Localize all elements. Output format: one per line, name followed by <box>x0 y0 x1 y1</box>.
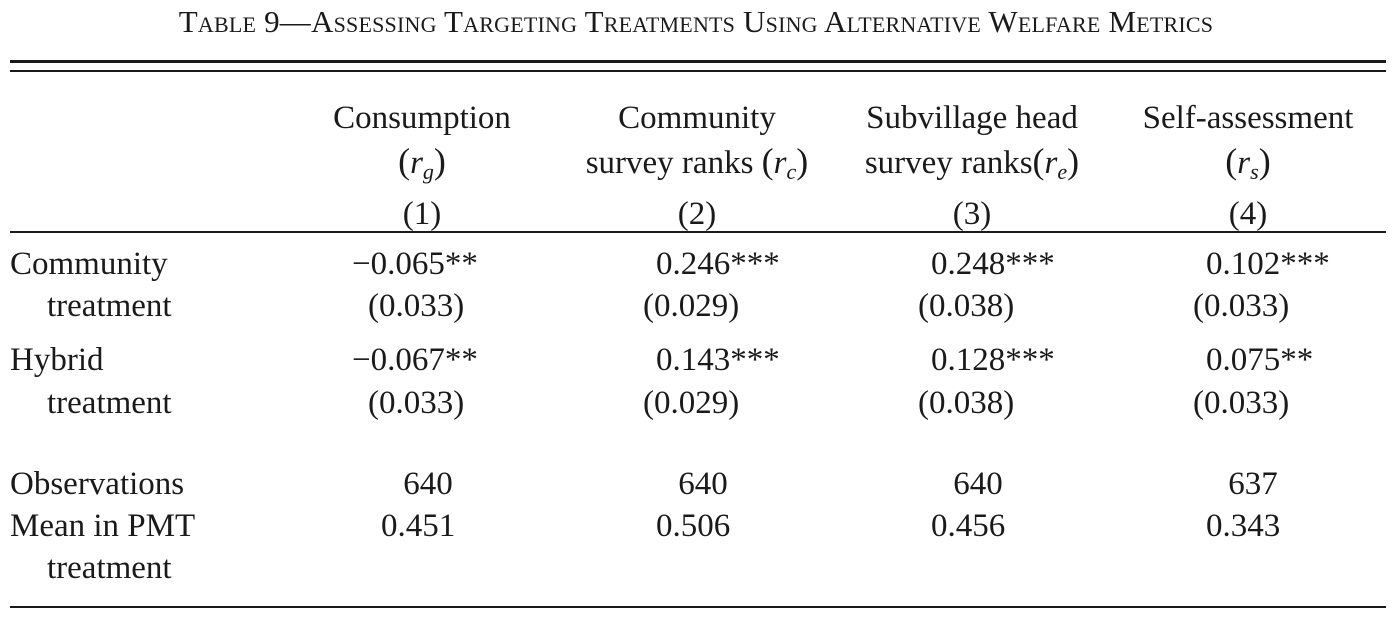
se-community-4: (0.033) <box>1193 288 1290 324</box>
observations-2: 640 <box>678 466 728 502</box>
column-header-line2: survey ranks (rc) <box>585 141 809 184</box>
row-label-observations: Observations <box>10 466 185 502</box>
coef-hybrid-4: 0.075** <box>1206 342 1314 378</box>
se-hybrid-2: (0.029) <box>643 385 740 421</box>
coef-community-2: 0.246*** <box>656 246 780 282</box>
se-hybrid-3: (0.038) <box>918 385 1015 421</box>
column-header-community-survey: Community survey ranks (rc) (2) <box>567 97 827 236</box>
column-header-line1: Subvillage head <box>866 100 1078 136</box>
column-header-line2: (rg) <box>398 141 446 184</box>
observations-1: 640 <box>403 466 453 502</box>
mean-pmt-4: 0.343 <box>1206 508 1281 544</box>
row-label-community: Community <box>10 246 168 282</box>
column-header-consumption: Consumption (rg) (1) <box>302 97 542 236</box>
observations-3: 640 <box>953 466 1003 502</box>
table-caption: Table 9—Assessing Targeting Treatments U… <box>178 4 1214 39</box>
column-number: (4) <box>1228 196 1268 232</box>
coef-community-4: 0.102*** <box>1206 246 1330 282</box>
column-header-line2: (rs) <box>1225 141 1271 184</box>
column-header-line1: Self-assessment <box>1142 100 1354 136</box>
column-header-line1: Community <box>618 100 776 136</box>
se-hybrid-4: (0.033) <box>1193 385 1290 421</box>
top-rule-thick <box>10 60 1386 63</box>
coef-hybrid-2: 0.143*** <box>656 342 780 378</box>
se-community-1: (0.033) <box>368 288 465 324</box>
column-number: (1) <box>402 196 442 232</box>
se-hybrid-1: (0.033) <box>368 385 465 421</box>
coef-hybrid-3: 0.128*** <box>931 342 1055 378</box>
row-label-community-cont: treatment <box>47 288 172 324</box>
row-label-hybrid: Hybrid <box>10 342 104 378</box>
observations-4: 637 <box>1228 466 1278 502</box>
column-number: (2) <box>677 196 717 232</box>
column-header-subvillage-head: Subvillage head survey ranks(re) (3) <box>842 97 1102 236</box>
coef-hybrid-1: −0.067** <box>352 342 478 378</box>
column-header-line1: Consumption <box>333 100 511 136</box>
mean-pmt-3: 0.456 <box>931 508 1006 544</box>
se-community-3: (0.038) <box>918 288 1015 324</box>
column-header-self-assessment: Self-assessment (rs) (4) <box>1118 97 1378 236</box>
column-header-line2: survey ranks(re) <box>864 141 1080 184</box>
coef-community-1: −0.065** <box>352 246 478 282</box>
row-label-mean-pmt: Mean in PMT <box>10 508 196 544</box>
bottom-rule <box>10 606 1386 608</box>
row-label-mean-pmt-cont: treatment <box>47 550 172 586</box>
coef-community-3: 0.248*** <box>931 246 1055 282</box>
top-rule-thin <box>10 70 1386 72</box>
header-rule <box>10 231 1386 233</box>
se-community-2: (0.029) <box>643 288 740 324</box>
column-number: (3) <box>952 196 992 232</box>
row-label-hybrid-cont: treatment <box>47 385 172 421</box>
mean-pmt-2: 0.506 <box>656 508 731 544</box>
mean-pmt-1: 0.451 <box>381 508 456 544</box>
